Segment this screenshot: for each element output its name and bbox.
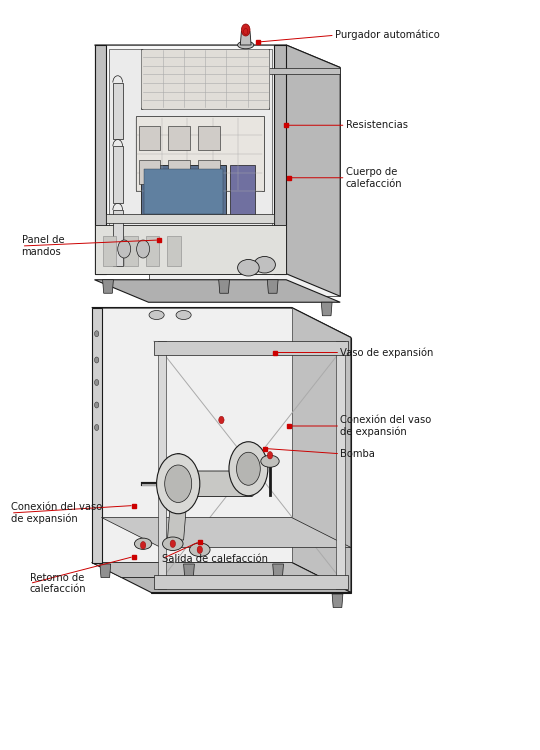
- Ellipse shape: [261, 455, 279, 467]
- Polygon shape: [94, 225, 286, 274]
- Polygon shape: [136, 116, 264, 191]
- Circle shape: [237, 452, 260, 485]
- Polygon shape: [106, 45, 274, 274]
- Text: Salida de calefacción: Salida de calefacción: [162, 554, 268, 564]
- Polygon shape: [336, 341, 345, 589]
- Ellipse shape: [149, 310, 164, 320]
- Circle shape: [244, 28, 248, 34]
- Polygon shape: [141, 49, 269, 109]
- Polygon shape: [103, 280, 113, 293]
- Polygon shape: [332, 594, 343, 608]
- Polygon shape: [94, 45, 106, 274]
- Polygon shape: [167, 506, 186, 540]
- Polygon shape: [146, 236, 159, 266]
- Polygon shape: [148, 68, 340, 296]
- Polygon shape: [92, 562, 351, 592]
- Polygon shape: [113, 82, 123, 139]
- Polygon shape: [198, 160, 220, 184]
- Polygon shape: [292, 308, 351, 592]
- Text: Conexión del vaso
de expansión: Conexión del vaso de expansión: [11, 502, 102, 524]
- Polygon shape: [141, 165, 226, 218]
- Polygon shape: [184, 564, 194, 578]
- Polygon shape: [154, 341, 348, 355]
- Circle shape: [94, 331, 99, 337]
- Circle shape: [94, 380, 99, 386]
- Polygon shape: [92, 562, 321, 578]
- Circle shape: [197, 546, 202, 554]
- Polygon shape: [321, 302, 332, 316]
- Circle shape: [267, 452, 273, 459]
- Circle shape: [241, 24, 250, 36]
- Polygon shape: [267, 280, 278, 293]
- Polygon shape: [113, 146, 123, 202]
- Polygon shape: [240, 32, 251, 45]
- Polygon shape: [286, 45, 340, 296]
- Polygon shape: [198, 126, 220, 150]
- Polygon shape: [113, 210, 123, 266]
- Text: Resistencias: Resistencias: [346, 120, 408, 130]
- Circle shape: [170, 540, 176, 548]
- Polygon shape: [124, 236, 138, 266]
- Polygon shape: [158, 341, 166, 589]
- Circle shape: [94, 424, 99, 430]
- Polygon shape: [148, 68, 340, 74]
- Polygon shape: [109, 49, 272, 270]
- Circle shape: [165, 465, 192, 503]
- Text: Retorno de
calefacción: Retorno de calefacción: [30, 573, 86, 594]
- Polygon shape: [92, 308, 351, 338]
- Ellipse shape: [176, 310, 191, 320]
- Circle shape: [94, 402, 99, 408]
- Text: Conexión del vaso
de expansión: Conexión del vaso de expansión: [340, 415, 431, 437]
- Polygon shape: [167, 236, 181, 266]
- Polygon shape: [168, 160, 190, 184]
- Ellipse shape: [134, 538, 152, 549]
- Polygon shape: [219, 280, 230, 293]
- Polygon shape: [144, 169, 223, 214]
- Polygon shape: [102, 518, 351, 548]
- Polygon shape: [94, 45, 340, 68]
- Ellipse shape: [190, 543, 210, 556]
- Text: Cuerpo de
calefacción: Cuerpo de calefacción: [346, 167, 402, 188]
- Circle shape: [229, 442, 268, 496]
- Ellipse shape: [238, 41, 254, 49]
- Circle shape: [157, 454, 200, 514]
- Text: Panel de
mandos: Panel de mandos: [22, 236, 64, 256]
- Ellipse shape: [163, 537, 183, 550]
- Ellipse shape: [238, 260, 259, 276]
- Text: Purgador automático: Purgador automático: [335, 30, 440, 40]
- Polygon shape: [273, 564, 284, 578]
- Polygon shape: [106, 214, 274, 223]
- Ellipse shape: [254, 256, 275, 273]
- Circle shape: [118, 240, 131, 258]
- Circle shape: [140, 542, 146, 549]
- Polygon shape: [151, 338, 351, 592]
- Polygon shape: [92, 308, 102, 562]
- Polygon shape: [139, 126, 160, 150]
- Polygon shape: [274, 45, 286, 274]
- Polygon shape: [154, 575, 348, 589]
- Polygon shape: [103, 236, 116, 266]
- Polygon shape: [94, 280, 340, 302]
- FancyBboxPatch shape: [173, 471, 254, 496]
- Circle shape: [137, 240, 150, 258]
- Circle shape: [94, 357, 99, 363]
- Polygon shape: [102, 308, 292, 562]
- Polygon shape: [168, 126, 190, 150]
- Polygon shape: [100, 564, 111, 578]
- Polygon shape: [230, 165, 255, 218]
- Circle shape: [219, 416, 224, 424]
- Text: Bomba: Bomba: [340, 448, 375, 459]
- Polygon shape: [139, 160, 160, 184]
- Text: Vaso de expansión: Vaso de expansión: [340, 347, 434, 358]
